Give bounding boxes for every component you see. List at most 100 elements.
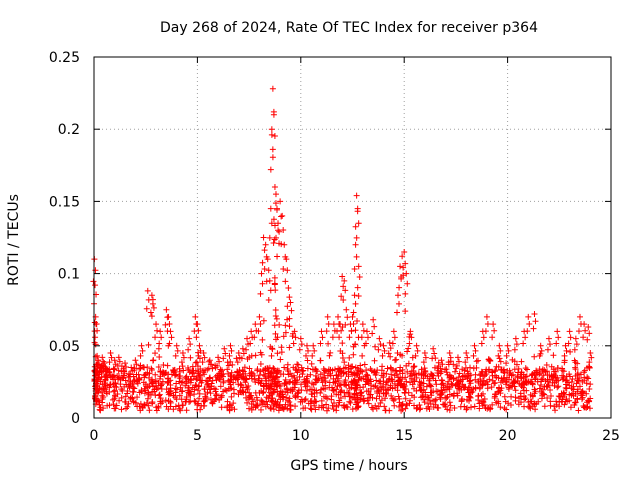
roti-point bbox=[524, 366, 531, 373]
roti-point bbox=[271, 222, 278, 229]
roti-point bbox=[431, 397, 438, 404]
roti-point bbox=[568, 378, 575, 385]
roti-point bbox=[367, 376, 374, 383]
roti-point bbox=[492, 372, 499, 379]
roti-point bbox=[263, 278, 270, 285]
roti-point bbox=[243, 376, 250, 383]
roti-point bbox=[576, 383, 583, 390]
roti-point bbox=[569, 390, 576, 397]
roti-point bbox=[286, 344, 293, 351]
roti-point bbox=[111, 366, 118, 373]
roti-point bbox=[259, 389, 266, 396]
roti-point bbox=[163, 306, 170, 313]
roti-point bbox=[92, 393, 99, 400]
roti-point bbox=[355, 376, 362, 383]
roti-point bbox=[310, 342, 317, 349]
roti-point bbox=[379, 363, 386, 370]
roti-point bbox=[575, 328, 582, 335]
roti-point bbox=[156, 354, 163, 361]
roti-point bbox=[423, 405, 430, 412]
roti-point bbox=[495, 352, 502, 359]
y-tick-label: 0 bbox=[71, 411, 80, 427]
roti-point bbox=[405, 389, 412, 396]
roti-point bbox=[586, 330, 593, 337]
roti-point bbox=[465, 389, 472, 396]
roti-point bbox=[360, 327, 367, 334]
roti-point bbox=[401, 248, 408, 255]
roti-point bbox=[312, 406, 319, 413]
roti-point bbox=[258, 397, 265, 404]
roti-point bbox=[581, 321, 588, 328]
chart-title: Day 268 of 2024, Rate Of TEC Index for r… bbox=[160, 20, 538, 36]
roti-point bbox=[531, 353, 538, 360]
roti-point bbox=[115, 354, 122, 361]
roti-point bbox=[341, 359, 348, 366]
roti-point bbox=[160, 369, 167, 376]
roti-point bbox=[355, 293, 362, 300]
roti-point bbox=[244, 386, 251, 393]
roti-point bbox=[531, 311, 538, 318]
roti-point bbox=[581, 377, 588, 384]
roti-point bbox=[326, 352, 333, 359]
roti-point bbox=[323, 407, 330, 414]
roti-point bbox=[346, 354, 353, 361]
roti-point bbox=[349, 406, 356, 413]
roti-point bbox=[562, 342, 569, 349]
roti-point bbox=[355, 403, 362, 410]
roti-point bbox=[544, 395, 551, 402]
roti-point bbox=[170, 367, 177, 374]
roti-point bbox=[279, 393, 286, 400]
roti-point bbox=[547, 392, 554, 399]
roti-point bbox=[583, 390, 590, 397]
roti-point bbox=[188, 388, 195, 395]
roti-point bbox=[447, 402, 454, 409]
roti-point bbox=[197, 406, 204, 413]
roti-point bbox=[389, 340, 396, 347]
roti-point bbox=[511, 346, 518, 353]
roti-point bbox=[554, 328, 561, 335]
roti-point bbox=[100, 367, 107, 374]
roti-point bbox=[317, 357, 324, 364]
roti-point bbox=[282, 329, 289, 336]
roti-point bbox=[574, 370, 581, 377]
roti-point bbox=[138, 388, 145, 395]
roti-point bbox=[482, 328, 489, 335]
roti-point bbox=[196, 373, 203, 380]
roti-point bbox=[122, 393, 129, 400]
roti-point bbox=[404, 280, 411, 287]
roti-point bbox=[398, 275, 405, 282]
roti-point bbox=[453, 362, 460, 369]
roti-point bbox=[260, 371, 267, 378]
roti-point bbox=[457, 378, 464, 385]
roti-point bbox=[476, 385, 483, 392]
roti-point bbox=[437, 365, 444, 372]
roti-point bbox=[106, 359, 113, 366]
roti-point bbox=[566, 328, 573, 335]
roti-point bbox=[333, 407, 340, 414]
roti-point bbox=[240, 374, 247, 381]
roti-point bbox=[246, 365, 253, 372]
roti-point bbox=[461, 367, 468, 374]
roti-point bbox=[335, 402, 342, 409]
roti-point bbox=[207, 390, 214, 397]
roti-point bbox=[157, 382, 164, 389]
roti-point bbox=[522, 334, 529, 341]
roti-point bbox=[329, 334, 336, 341]
roti-point bbox=[173, 371, 180, 378]
roti-point bbox=[400, 272, 407, 279]
roti-point bbox=[402, 374, 409, 381]
roti-point bbox=[371, 323, 378, 330]
roti-point bbox=[266, 364, 273, 371]
roti-point bbox=[489, 334, 496, 341]
roti-point bbox=[559, 367, 566, 374]
roti-point bbox=[275, 227, 282, 234]
roti-point bbox=[269, 395, 276, 402]
roti-point bbox=[235, 375, 242, 382]
roti-point bbox=[201, 371, 208, 378]
roti-point bbox=[322, 378, 329, 385]
roti-point bbox=[194, 321, 201, 328]
roti-point bbox=[498, 385, 505, 392]
roti-point bbox=[413, 342, 420, 349]
roti-point bbox=[419, 393, 426, 400]
